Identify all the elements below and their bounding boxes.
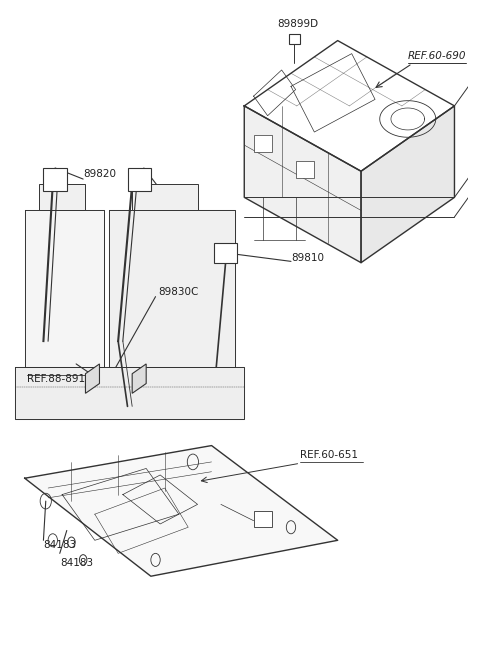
- Polygon shape: [109, 211, 235, 367]
- Text: 89810: 89810: [291, 253, 324, 262]
- Text: 89801: 89801: [165, 186, 198, 195]
- Text: 84183: 84183: [60, 558, 93, 568]
- Text: REF.88-891: REF.88-891: [27, 374, 85, 384]
- Text: 89820: 89820: [83, 169, 116, 179]
- Polygon shape: [244, 106, 361, 262]
- Polygon shape: [132, 364, 146, 394]
- Polygon shape: [361, 106, 455, 262]
- Text: REF.60-690: REF.60-690: [408, 51, 466, 62]
- Bar: [288, 34, 300, 44]
- Bar: [253, 511, 272, 527]
- Bar: [253, 135, 272, 152]
- Text: 89899D: 89899D: [277, 19, 318, 29]
- Polygon shape: [25, 211, 104, 367]
- Text: 89830C: 89830C: [158, 287, 198, 297]
- Polygon shape: [244, 41, 455, 171]
- Bar: [132, 184, 198, 211]
- Polygon shape: [85, 364, 99, 394]
- Polygon shape: [15, 367, 244, 419]
- Text: REF.60-651: REF.60-651: [300, 450, 359, 460]
- Bar: [214, 243, 237, 262]
- Bar: [128, 168, 151, 191]
- Bar: [43, 168, 67, 191]
- Bar: [39, 184, 85, 211]
- Bar: [296, 161, 314, 178]
- Polygon shape: [25, 445, 338, 576]
- Text: 84183: 84183: [43, 541, 76, 550]
